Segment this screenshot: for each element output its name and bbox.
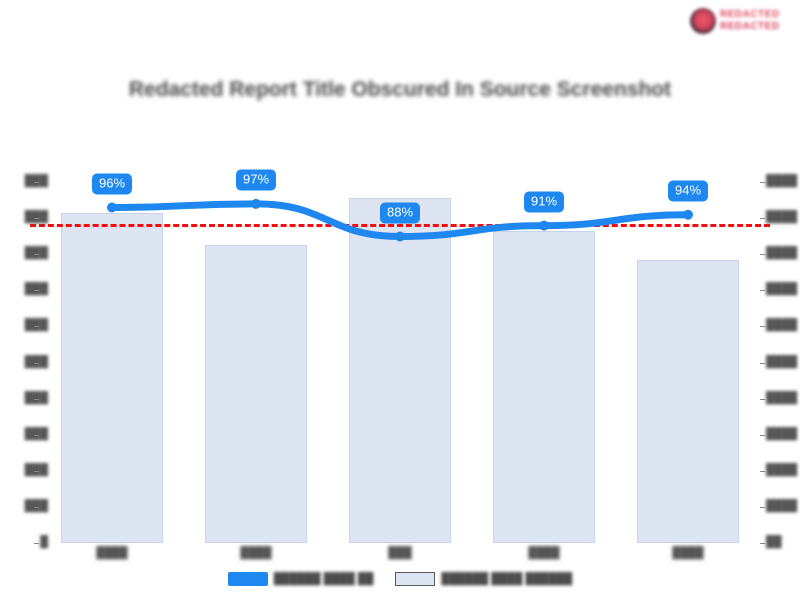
line-marker-4 (539, 220, 549, 231)
left-y-tick-mark-4 (34, 290, 39, 292)
x-tick-label-1: ████ (96, 547, 128, 559)
right-y-tick-mark-9 (760, 470, 765, 472)
chart-plot-area: 96% 97% 88% 91% 94% (30, 169, 770, 543)
right-y-tick-label-7: ████ (766, 391, 798, 404)
left-y-tick-mark-11 (34, 543, 39, 544)
brand-logo: REDACTED REDACTED (690, 4, 794, 38)
right-y-tick-mark-7 (760, 398, 765, 400)
line-marker-5 (683, 209, 693, 220)
data-label-5: 94% (667, 180, 709, 202)
left-y-tick-label-1: ███ (24, 175, 48, 187)
left-y-tick-mark-5 (34, 326, 39, 328)
data-label-3: 88% (379, 202, 421, 223)
line-series-group (107, 198, 693, 242)
right-y-tick-mark-11 (760, 543, 765, 544)
right-y-tick-label-3: ████ (766, 247, 798, 260)
left-y-tick-label-2: ███ (24, 211, 48, 224)
legend-label-2: ██████ ████ ██████ (441, 573, 573, 585)
data-label-4: 91% (523, 191, 565, 213)
x-tick-label-3: ███ (388, 547, 412, 559)
line-marker-1 (107, 202, 117, 213)
bar-1 (61, 212, 163, 543)
data-label-1: 96% (91, 173, 133, 194)
data-label-2: 97% (235, 169, 277, 191)
right-y-tick-mark-3 (760, 254, 765, 256)
right-y-tick-mark-6 (760, 362, 765, 364)
bar-3 (349, 198, 451, 543)
left-y-tick-label-8: ███ (24, 427, 48, 440)
legend-swatch-line-icon (227, 572, 268, 586)
left-y-tick-label-3: ███ (24, 247, 48, 260)
x-tick-label-2: ████ (240, 547, 272, 559)
left-y-tick-mark-2 (34, 218, 39, 220)
left-y-tick-label-7: ███ (24, 391, 48, 404)
left-y-tick-mark-9 (34, 470, 39, 472)
right-y-tick-mark-10 (760, 506, 765, 508)
right-y-tick-label-6: ████ (766, 355, 798, 368)
threshold-line (30, 224, 770, 228)
left-y-tick-label-4: ███ (24, 283, 48, 296)
right-y-tick-label-9: ████ (766, 463, 798, 476)
left-y-tick-label-10: ███ (24, 499, 48, 512)
logo-wordmark-line1: REDACTED (720, 9, 780, 20)
logo-wordmark: REDACTED REDACTED (720, 10, 780, 32)
line-marker-2 (251, 198, 261, 209)
left-y-tick-mark-1 (34, 182, 39, 183)
chart-title: Redacted Report Title Obscured In Source… (128, 78, 672, 101)
right-y-tick-mark-2 (760, 218, 765, 220)
right-y-tick-label-8: ████ (766, 427, 798, 440)
right-y-tick-mark-8 (760, 434, 765, 436)
left-y-tick-label-9: ███ (24, 463, 48, 476)
x-tick-label-4: ████ (528, 547, 560, 559)
right-y-tick-label-11: ██ (766, 536, 782, 548)
right-y-tick-mark-5 (760, 326, 765, 328)
left-y-tick-mark-7 (34, 398, 39, 400)
bar-4 (493, 230, 595, 543)
x-tick-label-5: ████ (672, 547, 704, 559)
legend-item-2[interactable]: ██████ ████ ██████ (395, 572, 572, 586)
bar-2 (205, 245, 307, 543)
logo-wordmark-line2: REDACTED (720, 21, 780, 32)
left-y-tick-mark-10 (34, 506, 39, 508)
logo-mark-icon (690, 8, 716, 34)
right-y-tick-label-2: ████ (766, 211, 798, 224)
legend-label-1: ██████ ████ ██ (273, 573, 374, 585)
left-y-tick-label-6: ███ (24, 355, 48, 368)
left-y-tick-mark-6 (34, 362, 39, 364)
line-marker-3 (395, 231, 405, 242)
left-y-tick-mark-8 (34, 434, 39, 436)
legend-item-1[interactable]: ██████ ████ ██ (227, 572, 374, 586)
left-y-tick-label-5: ███ (24, 319, 48, 332)
left-y-tick-label-11: █ (40, 536, 48, 548)
right-y-tick-label-4: ████ (766, 283, 798, 296)
legend-swatch-bar-icon (395, 572, 436, 586)
chart-legend: ██████ ████ ██ ██████ ████ ██████ (0, 572, 800, 586)
right-y-tick-mark-1 (760, 182, 765, 183)
bar-5 (637, 259, 739, 543)
left-y-tick-mark-3 (34, 254, 39, 256)
right-y-tick-label-1: ████ (766, 175, 798, 187)
right-y-tick-label-5: ████ (766, 319, 798, 332)
right-y-tick-label-10: ████ (766, 499, 798, 512)
right-y-tick-mark-4 (760, 290, 765, 292)
